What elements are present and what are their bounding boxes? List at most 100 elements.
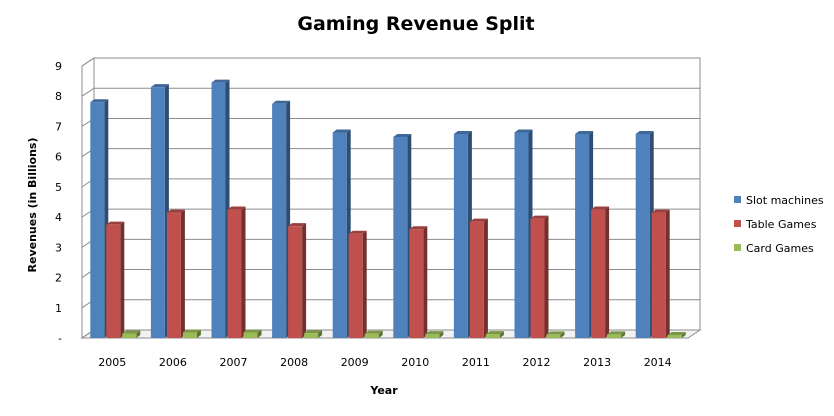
bar-top	[348, 230, 367, 234]
bar-top	[635, 131, 654, 134]
bar-top	[469, 218, 488, 222]
bar-front	[546, 334, 561, 338]
gridline	[81, 87, 700, 97]
bar-side	[362, 230, 367, 338]
bar-side	[483, 218, 488, 338]
bar-front	[150, 87, 165, 339]
bar	[150, 84, 169, 339]
bar-front	[90, 102, 105, 339]
bar-front	[304, 333, 319, 338]
bar-top	[667, 331, 686, 335]
y-axis-ticks: - 1 2 3 4 5 6 7 8 9	[55, 60, 62, 345]
x-tick-label: 2012	[523, 356, 551, 369]
y-tick-label: 5	[55, 181, 62, 194]
bar-front	[227, 209, 242, 338]
bar-side	[136, 330, 141, 338]
bar-front	[425, 334, 440, 338]
bar-side	[120, 221, 125, 338]
y-axis-label: Revenues (in Billions)	[26, 138, 39, 273]
bar	[635, 131, 654, 338]
x-tick-label: 2014	[644, 356, 672, 369]
bar	[332, 129, 351, 338]
bar-front	[393, 137, 408, 338]
bar	[393, 134, 412, 338]
bar-top	[485, 331, 504, 335]
bar-front	[651, 212, 666, 338]
bar-top	[514, 129, 533, 133]
bar-top	[122, 330, 141, 334]
y-tick-label: 6	[55, 151, 62, 164]
bar-top	[591, 206, 610, 210]
x-tick-label: 2009	[341, 356, 369, 369]
bar-side	[241, 206, 246, 338]
gridline	[81, 57, 700, 67]
bar-front	[243, 332, 258, 338]
bar-front	[514, 132, 529, 338]
bar	[530, 215, 549, 338]
bar-side	[196, 329, 201, 338]
bar	[575, 131, 594, 338]
bar-front	[591, 209, 606, 338]
bar-top	[546, 331, 565, 335]
bar	[122, 330, 141, 338]
bar	[288, 223, 307, 338]
bar	[453, 131, 472, 338]
bar-front	[106, 224, 121, 338]
bar	[364, 330, 383, 338]
bar	[227, 206, 246, 338]
bar-side	[621, 331, 626, 338]
bar-front	[288, 226, 303, 338]
y-tick-label: 1	[55, 302, 62, 315]
bar-top	[182, 329, 201, 333]
legend-item: Slot machines	[734, 194, 824, 207]
bar-top	[364, 330, 383, 334]
bar-top	[425, 331, 444, 335]
bar	[243, 329, 262, 338]
legend-item: Card Games	[734, 242, 814, 255]
bar	[546, 331, 565, 338]
legend-label: Table Games	[745, 218, 817, 231]
y-tick-label: -	[58, 332, 62, 345]
bar-front	[364, 333, 379, 338]
bar-top	[288, 223, 307, 227]
bar-side	[439, 331, 444, 338]
x-axis-label: Year	[369, 384, 398, 397]
x-tick-label: 2007	[220, 356, 248, 369]
bar	[211, 79, 230, 338]
bar-side	[605, 206, 610, 338]
bar-side	[180, 209, 185, 338]
bar-front	[409, 229, 424, 338]
bar	[651, 209, 670, 338]
bar-front	[272, 103, 287, 339]
x-tick-label: 2005	[98, 356, 126, 369]
bar-top	[607, 331, 626, 335]
bar-top	[304, 330, 323, 334]
bar-side	[302, 223, 307, 338]
y-tick-label: 2	[55, 272, 62, 285]
y-tick-label: 4	[55, 211, 62, 224]
bar	[425, 331, 444, 338]
bar-top	[150, 84, 169, 88]
bar-top	[243, 329, 262, 333]
bar-front	[182, 332, 197, 338]
bar	[166, 209, 185, 338]
x-tick-label: 2006	[159, 356, 187, 369]
x-tick-label: 2008	[280, 356, 308, 369]
bar-side	[378, 330, 383, 338]
bar-front	[211, 82, 226, 338]
chart-title: Gaming Revenue Split	[297, 13, 534, 35]
bar-front	[469, 221, 484, 338]
bar	[272, 100, 291, 339]
bars	[90, 79, 686, 339]
bar-top	[453, 131, 472, 134]
x-tick-label: 2010	[401, 356, 429, 369]
bar	[607, 331, 626, 338]
legend-item: Table Games	[734, 218, 817, 231]
legend-swatch	[734, 220, 741, 227]
bar	[514, 129, 533, 338]
bar-top	[530, 215, 549, 219]
bar-side	[318, 330, 323, 338]
bar-top	[651, 209, 670, 213]
bar-side	[560, 331, 565, 338]
